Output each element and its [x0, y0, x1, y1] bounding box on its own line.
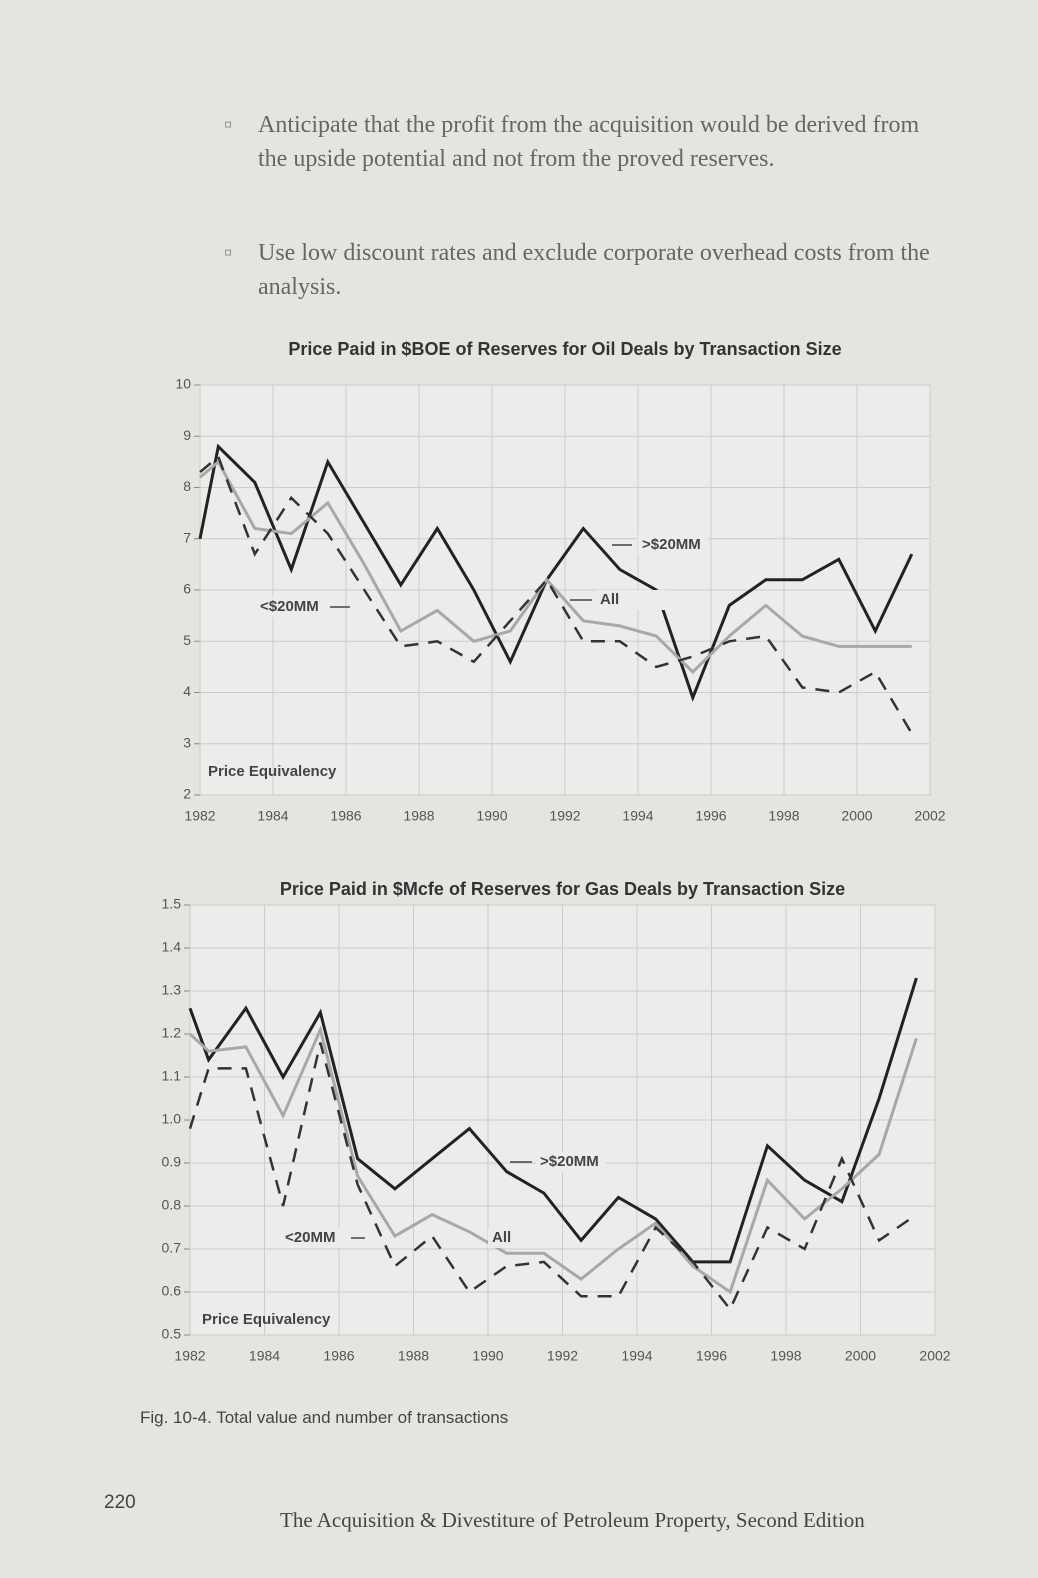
y-tick-label: 0.7: [162, 1240, 182, 1256]
y-tick-label: 1.3: [162, 982, 182, 998]
y-tick-label: 1.2: [162, 1025, 182, 1041]
series-label: <20MM: [285, 1229, 335, 1246]
x-tick-label: 1992: [549, 808, 580, 824]
y-tick-label: 7: [183, 529, 191, 545]
caption: Fig. 10-4. Total value and number of tra…: [140, 1408, 509, 1427]
label-bg: [488, 1228, 558, 1248]
series-line: [188, 1042, 918, 1312]
y-tick-label: 8: [183, 478, 191, 494]
series-label: All: [492, 1229, 511, 1246]
x-tick-label: 1994: [622, 808, 653, 824]
note: Price Equivalency: [202, 1311, 331, 1328]
x-tick-label: 1998: [768, 808, 799, 824]
label-bg: [638, 535, 708, 555]
x-tick-label: 1988: [398, 1348, 429, 1364]
x-tick-label: 1996: [696, 1348, 727, 1364]
x-tick-label: 1994: [621, 1348, 652, 1364]
bullet: Anticipate that the profit from the acqu…: [224, 108, 948, 176]
y-tick-label: 4: [183, 683, 191, 699]
series-line: [199, 459, 912, 675]
x-tick-label: 2000: [841, 808, 872, 824]
y-tick-label: 9: [183, 427, 191, 443]
y-tick-label: 0.9: [162, 1154, 182, 1170]
label-bg: [281, 1228, 351, 1248]
x-tick-label: 1986: [330, 808, 361, 824]
series-label: All: [600, 591, 619, 608]
x-tick-label: 1982: [184, 808, 215, 824]
x-tick-label: 1988: [403, 808, 434, 824]
y-tick-label: 2: [183, 786, 191, 802]
series-line: [188, 977, 918, 1264]
label-bg: [536, 1152, 606, 1172]
x-tick-label: 1990: [476, 808, 507, 824]
x-tick-label: 1996: [695, 808, 726, 824]
x-tick-label: 1982: [174, 1348, 205, 1364]
chart-title: Price Paid in $Mcfe of Reserves for Gas …: [280, 879, 845, 899]
y-tick-label: 1.5: [162, 896, 182, 912]
label-bg: [256, 597, 326, 617]
y-tick-label: 0.6: [162, 1283, 182, 1299]
series-line: [199, 454, 913, 735]
series-label: <$20MM: [260, 598, 319, 615]
x-tick-label: 2002: [914, 808, 945, 824]
y-tick-label: 1.4: [162, 939, 182, 955]
y-tick-label: 0.5: [162, 1326, 182, 1342]
y-tick-label: 5: [183, 632, 191, 648]
bullet: Use low discount rates and exclude corpo…: [224, 236, 948, 304]
series-line: [188, 1025, 918, 1295]
x-tick-label: 2000: [845, 1348, 876, 1364]
chart-title: Price Paid in $BOE of Reserves for Oil D…: [288, 339, 841, 359]
x-tick-label: 2002: [919, 1348, 950, 1364]
note: Price Equivalency: [208, 763, 337, 780]
x-tick-label: 1984: [257, 808, 288, 824]
y-tick-label: 3: [183, 734, 191, 750]
y-tick-label: 0.8: [162, 1197, 182, 1213]
series-label: >$20MM: [540, 1153, 599, 1170]
y-tick-label: 1.0: [162, 1111, 182, 1127]
y-tick-label: 6: [183, 581, 191, 597]
series-label: >$20MM: [642, 536, 701, 553]
page-number: 220: [104, 1492, 136, 1513]
label-bg: [596, 590, 666, 610]
y-tick-label: 1.1: [162, 1068, 182, 1084]
x-tick-label: 1992: [547, 1348, 578, 1364]
x-tick-label: 1990: [472, 1348, 503, 1364]
x-tick-label: 1986: [323, 1348, 354, 1364]
y-tick-label: 10: [175, 376, 191, 392]
x-tick-label: 1984: [249, 1348, 280, 1364]
footer: The Acquisition & Divestiture of Petrole…: [280, 1508, 865, 1532]
x-tick-label: 1998: [770, 1348, 801, 1364]
